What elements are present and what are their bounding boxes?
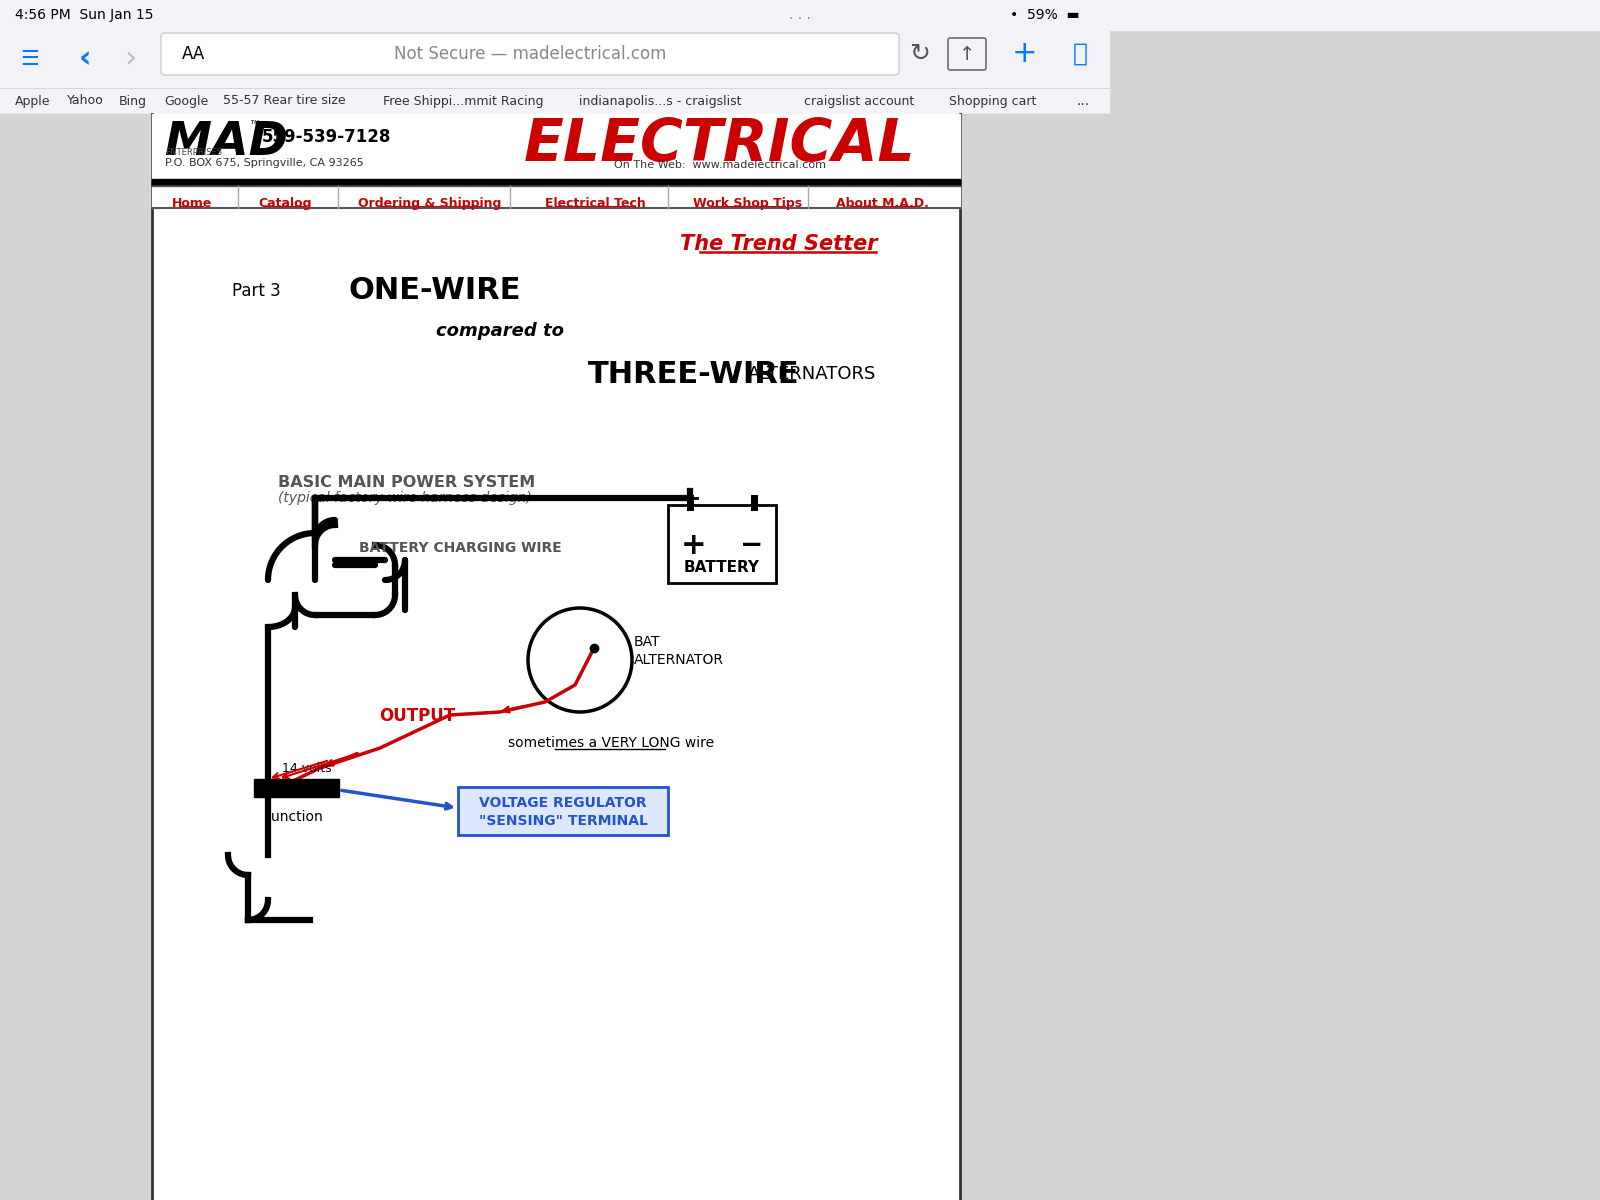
Text: ↻: ↻ [909, 42, 931, 66]
Text: 55-57 Rear tire size: 55-57 Rear tire size [222, 95, 346, 108]
Text: craigslist account: craigslist account [803, 95, 914, 108]
Text: ↑: ↑ [958, 44, 974, 64]
Text: ONE-WIRE: ONE-WIRE [349, 276, 520, 305]
Text: ALTERNATORS: ALTERNATORS [749, 365, 877, 383]
Text: . . .: . . . [789, 8, 811, 22]
Text: +: + [682, 530, 707, 559]
FancyBboxPatch shape [947, 38, 986, 70]
Text: BATTERY: BATTERY [685, 560, 760, 576]
Text: 559-539-7128: 559-539-7128 [262, 128, 392, 146]
Text: +: + [1013, 40, 1038, 68]
Text: Shopping cart: Shopping cart [949, 95, 1037, 108]
Text: indianapolis...s - craigslist: indianapolis...s - craigslist [579, 95, 741, 108]
Text: ELECTRICAL: ELECTRICAL [525, 116, 915, 173]
Text: "SENSING" TERMINAL: "SENSING" TERMINAL [478, 814, 648, 828]
Text: Yahoo: Yahoo [67, 95, 104, 108]
Bar [152, 186, 960, 208]
Circle shape [528, 608, 632, 712]
Text: Home: Home [171, 197, 213, 210]
Text: ALTERNATOR: ALTERNATOR [634, 653, 723, 667]
Text: Free Shippi...mmit Racing: Free Shippi...mmit Racing [382, 95, 544, 108]
Text: ‹: ‹ [78, 44, 91, 73]
Text: Apple: Apple [14, 95, 51, 108]
Text: About M.A.D.: About M.A.D. [835, 197, 928, 210]
Text: ›: › [123, 44, 136, 73]
Text: BATTERY CHARGING WIRE: BATTERY CHARGING WIRE [358, 541, 562, 554]
Text: ⧉: ⧉ [1072, 42, 1088, 66]
Bar [152, 179, 960, 186]
Text: BAT: BAT [634, 635, 661, 649]
Text: (typical factory wire harness design): (typical factory wire harness design) [278, 491, 531, 505]
Text: Part 3: Part 3 [232, 282, 280, 300]
Text: Catalog: Catalog [258, 197, 312, 210]
Text: Bing: Bing [118, 95, 147, 108]
Text: Work Shop Tips: Work Shop Tips [693, 197, 803, 210]
Text: OUTPUT: OUTPUT [379, 707, 454, 725]
Text: On The Web:  www.madelectrical.com: On The Web: www.madelectrical.com [614, 160, 826, 170]
Text: Electrical Tech: Electrical Tech [544, 197, 645, 210]
Bar [0, 114, 152, 1200]
Text: 14 volts: 14 volts [282, 762, 331, 774]
Text: −: − [741, 530, 763, 559]
Text: The Trend Setter: The Trend Setter [680, 234, 878, 254]
Text: P.O. BOX 675, Springville, CA 93265: P.O. BOX 675, Springville, CA 93265 [165, 158, 363, 168]
Text: sometimes a VERY LONG wire: sometimes a VERY LONG wire [509, 736, 714, 750]
Text: 4:56 PM  Sun Jan 15: 4:56 PM Sun Jan 15 [14, 8, 154, 22]
Bar [960, 114, 1600, 1200]
Text: Junction: Junction [269, 810, 323, 824]
Text: •  59%  ▬: • 59% ▬ [1010, 8, 1080, 22]
Text: ENTERPRISES: ENTERPRISES [165, 148, 222, 157]
FancyBboxPatch shape [162, 32, 899, 74]
Bar [458, 787, 669, 835]
Text: ...: ... [1077, 94, 1090, 108]
Text: BASIC MAIN POWER SYSTEM: BASIC MAIN POWER SYSTEM [278, 475, 536, 490]
Text: Not Secure — madelectrical.com: Not Secure — madelectrical.com [394, 44, 666, 62]
Text: compared to: compared to [435, 322, 563, 340]
Bar [152, 114, 960, 179]
Bar [152, 114, 960, 1200]
Text: VOLTAGE REGULATOR: VOLTAGE REGULATOR [478, 796, 646, 810]
Bar [0, 30, 1109, 88]
Bar [254, 779, 339, 797]
Text: ☰: ☰ [21, 49, 40, 68]
Bar [0, 88, 1109, 114]
Text: THREE-WIRE: THREE-WIRE [589, 360, 800, 389]
Text: ™: ™ [248, 120, 261, 133]
Bar [669, 505, 776, 583]
Text: MAD: MAD [165, 120, 288, 164]
Text: AA: AA [182, 44, 205, 62]
Bar [0, 0, 1600, 30]
Text: Ordering & Shipping: Ordering & Shipping [358, 197, 502, 210]
Text: Google: Google [163, 95, 208, 108]
